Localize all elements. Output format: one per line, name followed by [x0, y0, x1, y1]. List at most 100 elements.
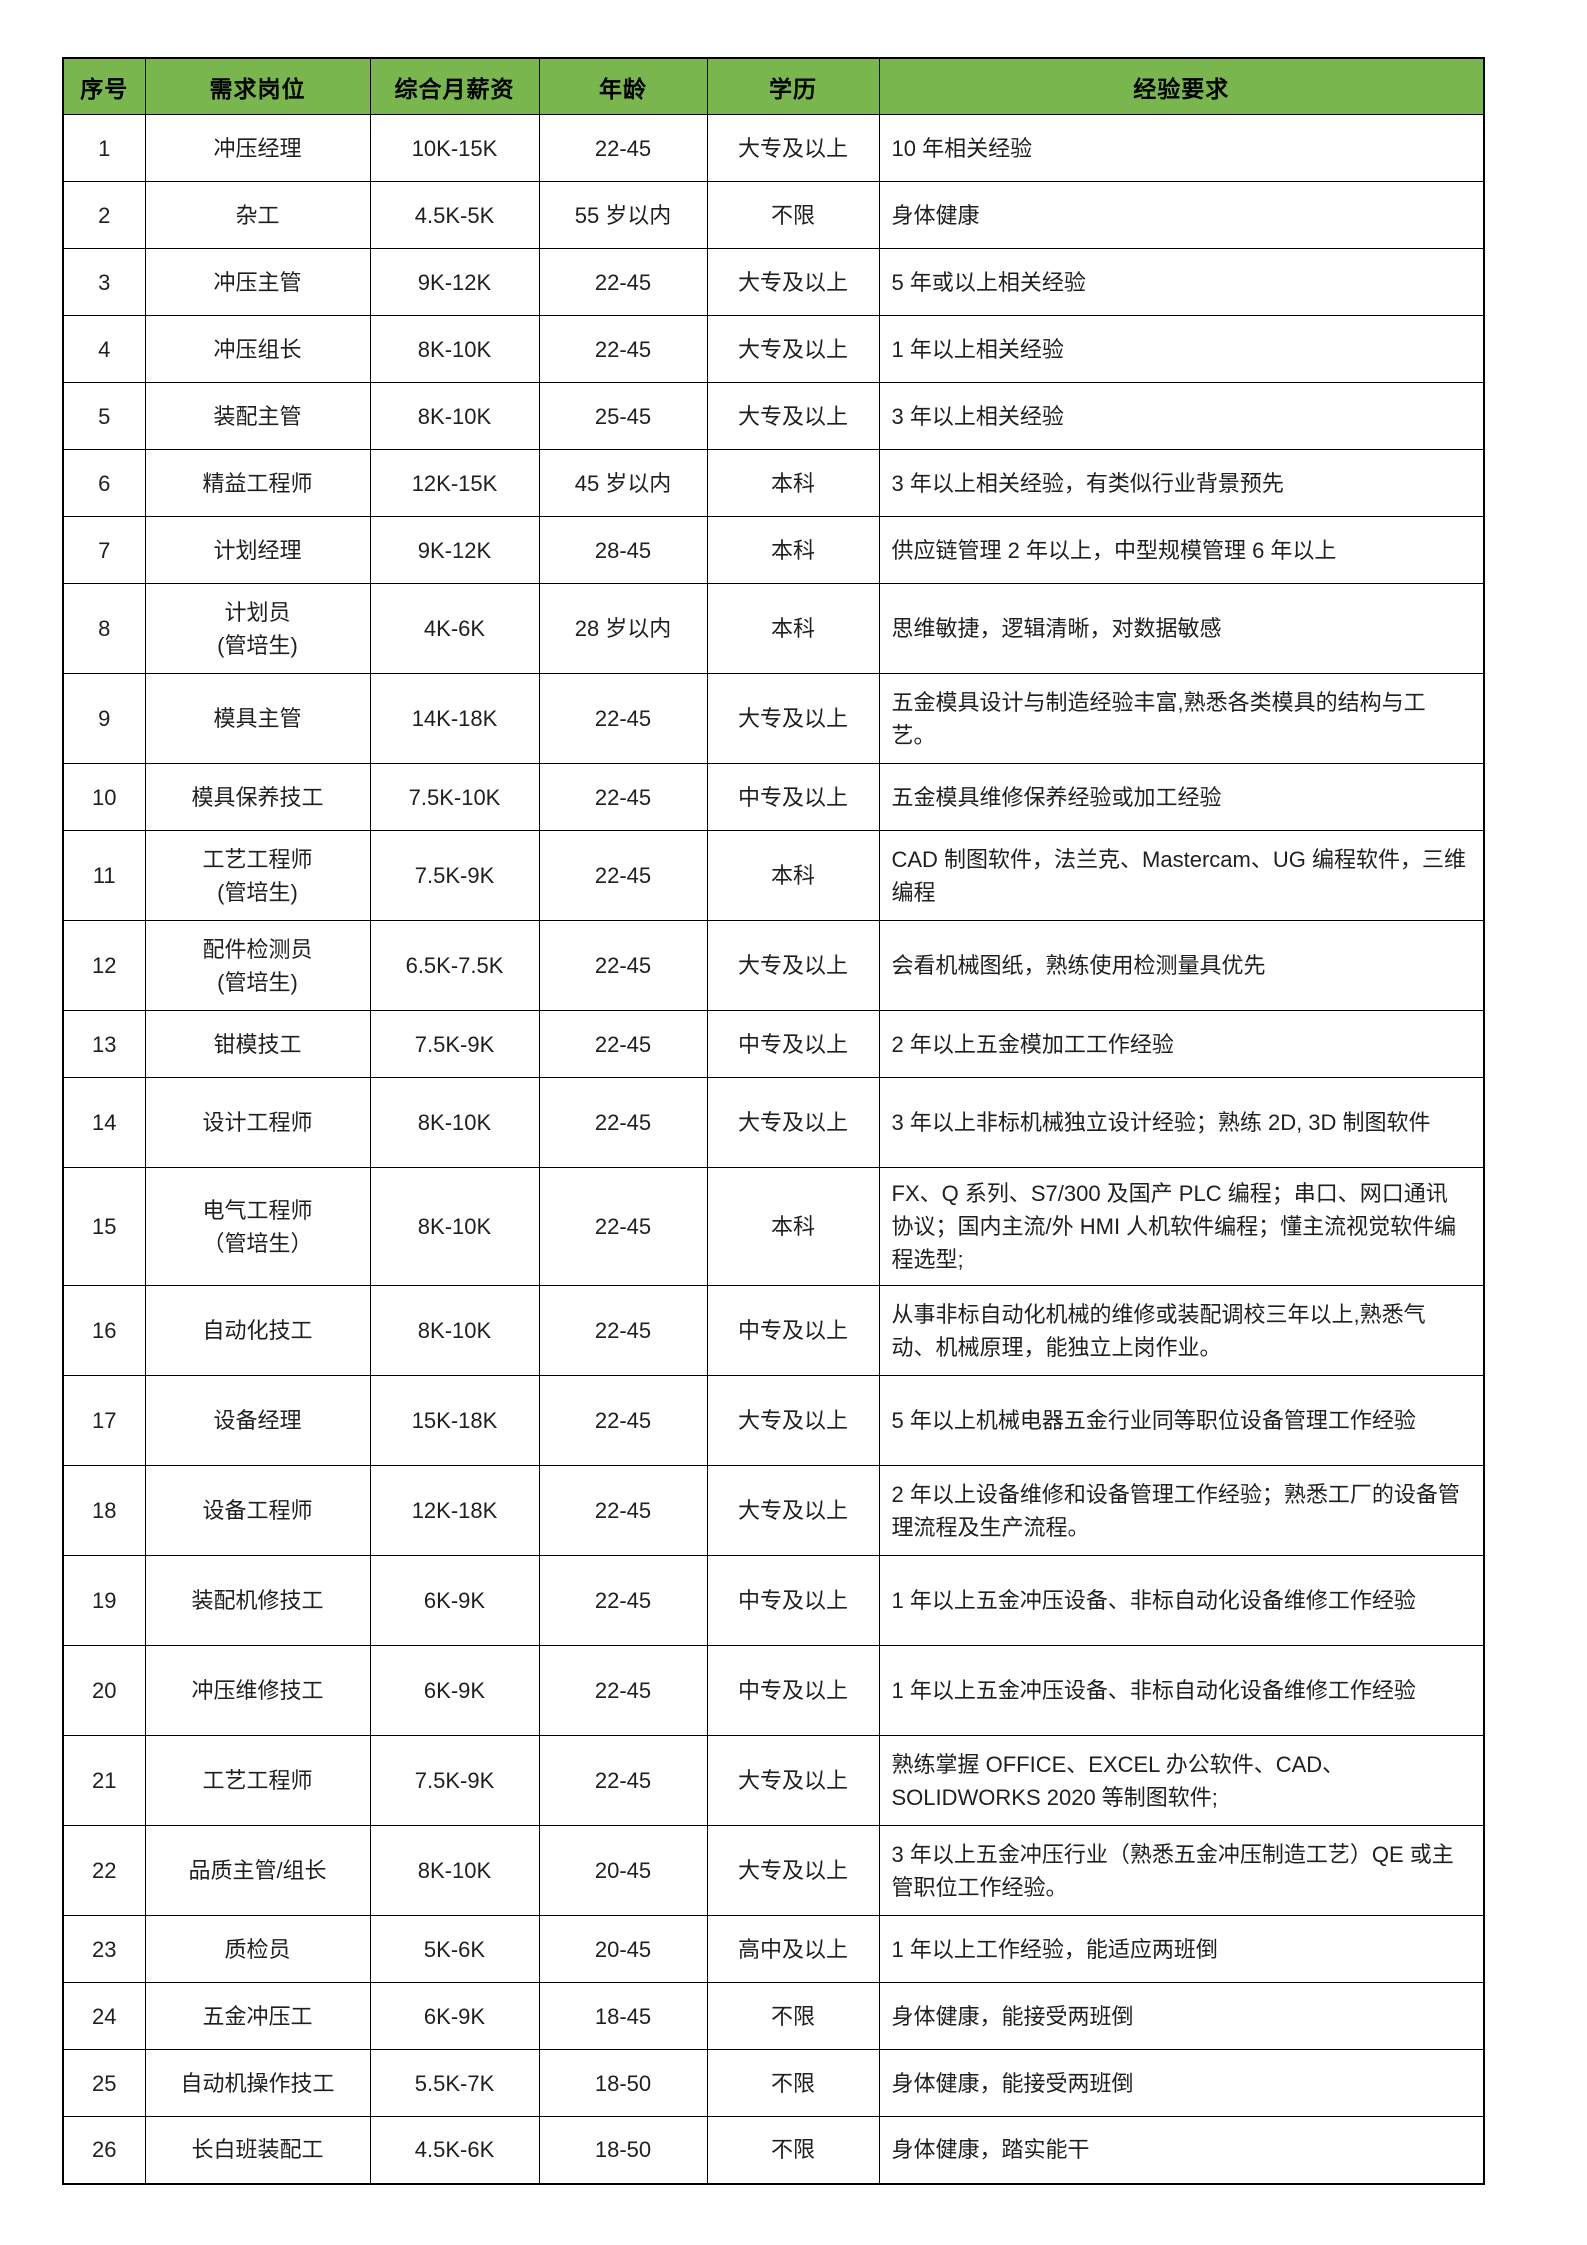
cell-salary: 4.5K-6K: [369, 2116, 540, 2184]
cell-age: 22-45: [538, 315, 708, 383]
cell-salary: 8K-10K: [369, 1167, 540, 1286]
table-row: 9 模具主管 14K-18K 22-45 大专及以上 五金模具设计与制造经验丰富,熟悉各类…: [62, 673, 1485, 764]
cell-education: 本科: [706, 583, 880, 674]
cell-no: 16: [62, 1285, 146, 1376]
cell-position: 配件检测员 (管培生): [144, 920, 371, 1011]
cell-age: 20-45: [538, 1915, 708, 1983]
table-body: 1 冲压经理 10K-15K 22-45 大专及以上 10 年相关经验 2 杂工 4.5K-5K…: [62, 114, 1485, 2184]
cell-experience: 2 年以上设备维修和设备管理工作经验；熟悉工厂的设备管理流程及生产流程。: [878, 1465, 1485, 1556]
cell-education: 大专及以上: [706, 1375, 880, 1466]
table-row: 5 装配主管 8K-10K 25-45 大专及以上 3 年以上相关经验: [62, 382, 1485, 450]
cell-position: 冲压经理: [144, 114, 371, 182]
cell-age: 55 岁以内: [538, 181, 708, 249]
cell-salary: 9K-12K: [369, 516, 540, 584]
cell-education: 中专及以上: [706, 1555, 880, 1646]
cell-salary: 7.5K-10K: [369, 763, 540, 831]
cell-age: 22-45: [538, 1010, 708, 1078]
cell-education: 不限: [706, 1982, 880, 2050]
cell-no: 3: [62, 248, 146, 316]
cell-salary: 8K-10K: [369, 1077, 540, 1168]
cell-experience: 5 年或以上相关经验: [878, 248, 1485, 316]
table-row: 4 冲压组长 8K-10K 22-45 大专及以上 1 年以上相关经验: [62, 315, 1485, 383]
cell-salary: 4K-6K: [369, 583, 540, 674]
table-row: 19 装配机修技工 6K-9K 22-45 中专及以上 1 年以上五金冲压设备、非标自动化…: [62, 1555, 1485, 1646]
table-row: 18 设备工程师 12K-18K 22-45 大专及以上 2 年以上设备维修和设备管理工作…: [62, 1465, 1485, 1556]
table-row: 2 杂工 4.5K-5K 55 岁以内 不限 身体健康: [62, 181, 1485, 249]
cell-no: 13: [62, 1010, 146, 1078]
cell-position: 杂工: [144, 181, 371, 249]
cell-education: 大专及以上: [706, 1077, 880, 1168]
cell-salary: 12K-15K: [369, 449, 540, 517]
cell-experience: 3 年以上相关经验: [878, 382, 1485, 450]
cell-education: 大专及以上: [706, 673, 880, 764]
cell-no: 25: [62, 2049, 146, 2117]
cell-no: 1: [62, 114, 146, 182]
cell-education: 中专及以上: [706, 1645, 880, 1736]
cell-salary: 5K-6K: [369, 1915, 540, 1983]
cell-experience: 1 年以上工作经验，能适应两班倒: [878, 1915, 1485, 1983]
cell-age: 22-45: [538, 1077, 708, 1168]
cell-no: 10: [62, 763, 146, 831]
cell-education: 大专及以上: [706, 315, 880, 383]
cell-salary: 7.5K-9K: [369, 1010, 540, 1078]
cell-salary: 5.5K-7K: [369, 2049, 540, 2117]
table-row: 23 质检员 5K-6K 20-45 高中及以上 1 年以上工作经验，能适应两班倒: [62, 1915, 1485, 1983]
cell-age: 22-45: [538, 248, 708, 316]
cell-experience: 五金模具维修保养经验或加工经验: [878, 763, 1485, 831]
cell-salary: 6K-9K: [369, 1982, 540, 2050]
cell-education: 高中及以上: [706, 1915, 880, 1983]
table-row: 12 配件检测员 (管培生) 6.5K-7.5K 22-45 大专及以上 会看机械图纸，熟…: [62, 920, 1485, 1011]
cell-salary: 8K-10K: [369, 315, 540, 383]
cell-position: 设备经理: [144, 1375, 371, 1466]
cell-experience: 5 年以上机械电器五金行业同等职位设备管理工作经验: [878, 1375, 1485, 1466]
cell-education: 中专及以上: [706, 1010, 880, 1078]
cell-no: 2: [62, 181, 146, 249]
cell-age: 22-45: [538, 114, 708, 182]
cell-no: 4: [62, 315, 146, 383]
cell-education: 大专及以上: [706, 248, 880, 316]
cell-experience: 3 年以上非标机械独立设计经验；熟练 2D, 3D 制图软件: [878, 1077, 1485, 1168]
cell-salary: 8K-10K: [369, 1825, 540, 1916]
table-header: 序号 需求岗位 综合月薪资 年龄 学历 经验要求: [62, 57, 1485, 115]
cell-position: 设备工程师: [144, 1465, 371, 1556]
cell-education: 大专及以上: [706, 1465, 880, 1556]
cell-position: 长白班装配工: [144, 2116, 371, 2184]
cell-no: 6: [62, 449, 146, 517]
cell-salary: 9K-12K: [369, 248, 540, 316]
col-header-age: 年龄: [538, 57, 708, 115]
cell-position: 工艺工程师 (管培生): [144, 830, 371, 921]
cell-education: 大专及以上: [706, 1735, 880, 1826]
cell-salary: 6.5K-7.5K: [369, 920, 540, 1011]
cell-experience: 3 年以上五金冲压行业（熟悉五金冲压制造工艺）QE 或主管职位工作经验。: [878, 1825, 1485, 1916]
cell-no: 21: [62, 1735, 146, 1826]
cell-age: 22-45: [538, 1645, 708, 1736]
cell-education: 大专及以上: [706, 382, 880, 450]
cell-education: 不限: [706, 2116, 880, 2184]
cell-education: 中专及以上: [706, 1285, 880, 1376]
cell-salary: 10K-15K: [369, 114, 540, 182]
cell-experience: 熟练掌握 OFFICE、EXCEL 办公软件、CAD、SOLIDWORKS 20…: [878, 1735, 1485, 1826]
cell-no: 24: [62, 1982, 146, 2050]
cell-salary: 6K-9K: [369, 1645, 540, 1736]
cell-experience: 从事非标自动化机械的维修或装配调校三年以上,熟悉气动、机械原理，能独立上岗作业。: [878, 1285, 1485, 1376]
cell-position: 装配机修技工: [144, 1555, 371, 1646]
cell-experience: 1 年以上五金冲压设备、非标自动化设备维修工作经验: [878, 1555, 1485, 1646]
table-row: 7 计划经理 9K-12K 28-45 本科 供应链管理 2 年以上，中型规模管理 6 年…: [62, 516, 1485, 584]
cell-age: 25-45: [538, 382, 708, 450]
cell-experience: CAD 制图软件，法兰克、Mastercam、UG 编程软件，三维编程: [878, 830, 1485, 921]
cell-no: 23: [62, 1915, 146, 1983]
cell-no: 22: [62, 1825, 146, 1916]
cell-salary: 15K-18K: [369, 1375, 540, 1466]
job-requirements-table-wrap: 序号 需求岗位 综合月薪资 年龄 学历 经验要求 1 冲压经理 10K-15K 22-…: [62, 57, 1485, 2185]
table-row: 15 电气工程师 （管培生） 8K-10K 22-45 本科 FX、Q 系列、S7/300…: [62, 1167, 1485, 1286]
cell-salary: 8K-10K: [369, 382, 540, 450]
col-header-experience: 经验要求: [878, 57, 1485, 115]
cell-education: 不限: [706, 181, 880, 249]
cell-experience: 身体健康，能接受两班倒: [878, 2049, 1485, 2117]
cell-position: 自动机操作技工: [144, 2049, 371, 2117]
cell-no: 5: [62, 382, 146, 450]
cell-experience: 3 年以上相关经验，有类似行业背景预先: [878, 449, 1485, 517]
cell-age: 28-45: [538, 516, 708, 584]
cell-age: 22-45: [538, 1285, 708, 1376]
cell-experience: 2 年以上五金模加工工作经验: [878, 1010, 1485, 1078]
